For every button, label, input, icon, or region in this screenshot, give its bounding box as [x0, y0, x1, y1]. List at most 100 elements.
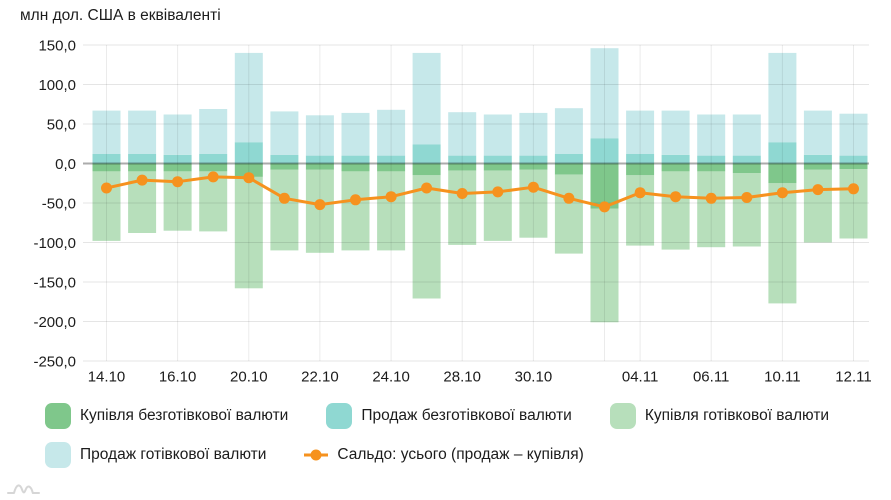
- saldo-point[interactable]: [421, 182, 433, 194]
- legend-item-buy_cashless[interactable]: Купівля безготівкової валюти: [45, 403, 288, 429]
- bar-segment-buy_cashless[interactable]: [626, 163, 655, 176]
- saldo-point[interactable]: [599, 201, 610, 213]
- bar-segment-buy_cash[interactable]: [590, 208, 619, 323]
- bar-segment-sell_cashless[interactable]: [234, 142, 263, 164]
- bar-segment-buy_cash[interactable]: [768, 183, 797, 304]
- bar-segment-sell_cashless[interactable]: [305, 155, 334, 164]
- saldo-point[interactable]: [776, 187, 788, 199]
- bar-segment-sell_cash[interactable]: [590, 48, 619, 139]
- bar-segment-sell_cash[interactable]: [803, 110, 832, 155]
- bar-segment-sell_cashless[interactable]: [697, 155, 726, 164]
- bar-segment-buy_cashless[interactable]: [92, 163, 121, 172]
- bar-segment-sell_cashless[interactable]: [554, 154, 583, 164]
- saldo-point[interactable]: [207, 171, 219, 183]
- bar-segment-buy_cash[interactable]: [448, 170, 477, 245]
- bar-segment-sell_cash[interactable]: [626, 110, 655, 154]
- bar-segment-sell_cash[interactable]: [305, 115, 334, 156]
- bar-segment-sell_cash[interactable]: [839, 113, 868, 156]
- bar-segment-sell_cashless[interactable]: [163, 154, 192, 164]
- saldo-point[interactable]: [456, 188, 468, 199]
- bar-segment-sell_cashless[interactable]: [839, 155, 868, 164]
- bar-segment-buy_cashless[interactable]: [519, 163, 548, 170]
- bar-segment-buy_cash[interactable]: [732, 173, 761, 247]
- bar-segment-buy_cashless[interactable]: [341, 163, 370, 172]
- bar-segment-buy_cash[interactable]: [839, 169, 868, 239]
- bar-segment-sell_cashless[interactable]: [483, 155, 512, 164]
- saldo-point[interactable]: [812, 184, 824, 196]
- bar-segment-buy_cashless[interactable]: [234, 163, 263, 177]
- bar-segment-sell_cashless[interactable]: [448, 155, 477, 164]
- bar-segment-buy_cashless[interactable]: [661, 163, 690, 172]
- bar-segment-buy_cash[interactable]: [270, 169, 299, 251]
- bar-segment-buy_cash[interactable]: [341, 171, 370, 251]
- bar-segment-sell_cashless[interactable]: [377, 155, 406, 164]
- bar-segment-buy_cashless[interactable]: [697, 163, 726, 172]
- legend-item-saldo[interactable]: Сальдо: усього (продаж – купівля): [304, 442, 584, 468]
- legend-item-sell_cash[interactable]: Продаж готівкової валюти: [45, 442, 266, 468]
- bar-segment-sell_cash[interactable]: [661, 110, 690, 155]
- saldo-point[interactable]: [527, 181, 539, 193]
- saldo-point[interactable]: [350, 194, 361, 206]
- bar-segment-buy_cash[interactable]: [661, 171, 690, 250]
- saldo-point[interactable]: [705, 192, 717, 204]
- bar-segment-buy_cash[interactable]: [305, 169, 334, 253]
- bar-segment-sell_cash[interactable]: [697, 114, 726, 156]
- bar-segment-sell_cash[interactable]: [234, 52, 263, 143]
- bar-segment-buy_cash[interactable]: [803, 169, 832, 243]
- bar-segment-buy_cash[interactable]: [234, 176, 263, 289]
- bar-segment-buy_cashless[interactable]: [128, 163, 157, 172]
- bar-segment-buy_cash[interactable]: [483, 170, 512, 241]
- bar-segment-sell_cash[interactable]: [199, 109, 228, 154]
- saldo-point[interactable]: [385, 191, 397, 203]
- bar-segment-sell_cash[interactable]: [270, 111, 299, 155]
- bar-segment-sell_cashless[interactable]: [92, 154, 121, 164]
- bar-segment-buy_cashless[interactable]: [554, 163, 583, 175]
- bar-segment-buy_cashless[interactable]: [590, 163, 619, 209]
- saldo-point[interactable]: [848, 183, 859, 195]
- bar-segment-sell_cash[interactable]: [92, 110, 121, 154]
- bar-segment-sell_cash[interactable]: [128, 110, 157, 154]
- bar-segment-sell_cash[interactable]: [554, 108, 583, 154]
- bar-segment-buy_cashless[interactable]: [305, 163, 334, 170]
- bar-segment-buy_cashless[interactable]: [839, 163, 868, 170]
- bar-segment-sell_cashless[interactable]: [128, 154, 157, 164]
- amcharts-logo[interactable]: [6, 478, 46, 498]
- saldo-point[interactable]: [670, 191, 682, 203]
- bar-segment-buy_cash[interactable]: [697, 171, 726, 248]
- bar-segment-buy_cashless[interactable]: [270, 163, 299, 170]
- bar-segment-buy_cashless[interactable]: [483, 163, 512, 171]
- bar-segment-sell_cash[interactable]: [483, 114, 512, 156]
- bar-segment-sell_cash[interactable]: [412, 52, 441, 145]
- saldo-point[interactable]: [634, 187, 646, 199]
- bar-segment-sell_cash[interactable]: [377, 109, 406, 156]
- bar-segment-buy_cashless[interactable]: [448, 163, 477, 171]
- bar-segment-sell_cash[interactable]: [519, 112, 548, 156]
- bar-segment-sell_cashless[interactable]: [412, 144, 441, 164]
- bar-segment-sell_cash[interactable]: [341, 112, 370, 156]
- bar-segment-sell_cash[interactable]: [163, 114, 192, 155]
- bar-segment-buy_cashless[interactable]: [163, 163, 192, 172]
- bar-segment-buy_cashless[interactable]: [199, 163, 228, 172]
- bar-segment-buy_cashless[interactable]: [412, 163, 441, 176]
- bar-segment-buy_cash[interactable]: [554, 174, 583, 254]
- bar-segment-sell_cashless[interactable]: [519, 155, 548, 164]
- saldo-point[interactable]: [172, 176, 184, 188]
- saldo-point[interactable]: [563, 192, 575, 204]
- bar-segment-sell_cashless[interactable]: [270, 154, 299, 164]
- bar-segment-sell_cashless[interactable]: [626, 154, 655, 164]
- bar-segment-sell_cashless[interactable]: [803, 154, 832, 164]
- saldo-point[interactable]: [101, 182, 112, 194]
- bar-segment-sell_cash[interactable]: [448, 112, 477, 156]
- saldo-point[interactable]: [136, 174, 148, 186]
- legend-item-sell_cashless[interactable]: Продаж безготівкової валюти: [326, 403, 572, 429]
- bar-segment-sell_cash[interactable]: [732, 114, 761, 156]
- saldo-point[interactable]: [492, 186, 504, 198]
- bar-segment-buy_cash[interactable]: [377, 171, 406, 251]
- bar-segment-buy_cash[interactable]: [412, 175, 441, 299]
- bar-segment-buy_cash[interactable]: [626, 175, 655, 246]
- bar-segment-sell_cashless[interactable]: [732, 155, 761, 164]
- bar-segment-sell_cashless[interactable]: [199, 154, 228, 164]
- bar-segment-buy_cashless[interactable]: [803, 163, 832, 170]
- saldo-point[interactable]: [741, 192, 753, 203]
- bar-segment-buy_cashless[interactable]: [768, 163, 797, 184]
